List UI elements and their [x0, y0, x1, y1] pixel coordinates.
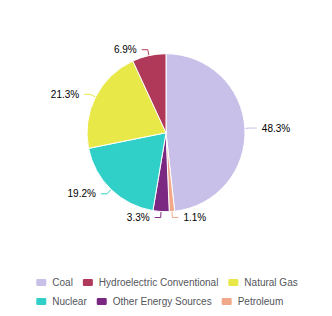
svg-text:6.9%: 6.9% [114, 44, 137, 55]
svg-text:3.3%: 3.3% [127, 212, 150, 223]
svg-text:Nuclear: Nuclear [52, 296, 87, 307]
svg-text:Natural Gas: Natural Gas [244, 277, 297, 288]
svg-text:Petroleum: Petroleum [238, 296, 284, 307]
svg-text:48.3%: 48.3% [262, 123, 290, 134]
svg-text:Other Energy Sources: Other Energy Sources [113, 296, 212, 307]
svg-text:Hydroelectric Conventional: Hydroelectric Conventional [99, 277, 219, 288]
svg-text:21.3%: 21.3% [51, 89, 79, 100]
svg-text:Coal: Coal [52, 277, 73, 288]
svg-text:1.1%: 1.1% [183, 212, 206, 223]
svg-text:19.2%: 19.2% [68, 188, 96, 199]
